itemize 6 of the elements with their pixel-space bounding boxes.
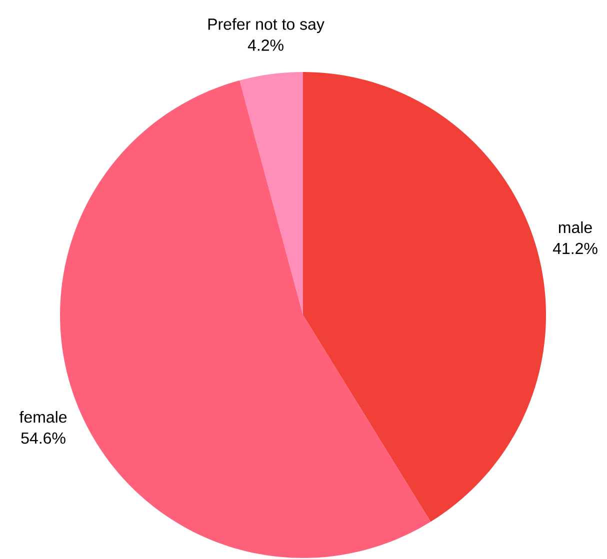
data-label: 54.6% bbox=[21, 432, 66, 444]
data-label: 41.2% bbox=[552, 242, 598, 254]
slice-label: Prefer not to say bbox=[208, 18, 324, 34]
slice-label: male bbox=[558, 221, 592, 234]
data-label: 4.2% bbox=[248, 40, 284, 51]
slice-label: female bbox=[19, 411, 67, 423]
